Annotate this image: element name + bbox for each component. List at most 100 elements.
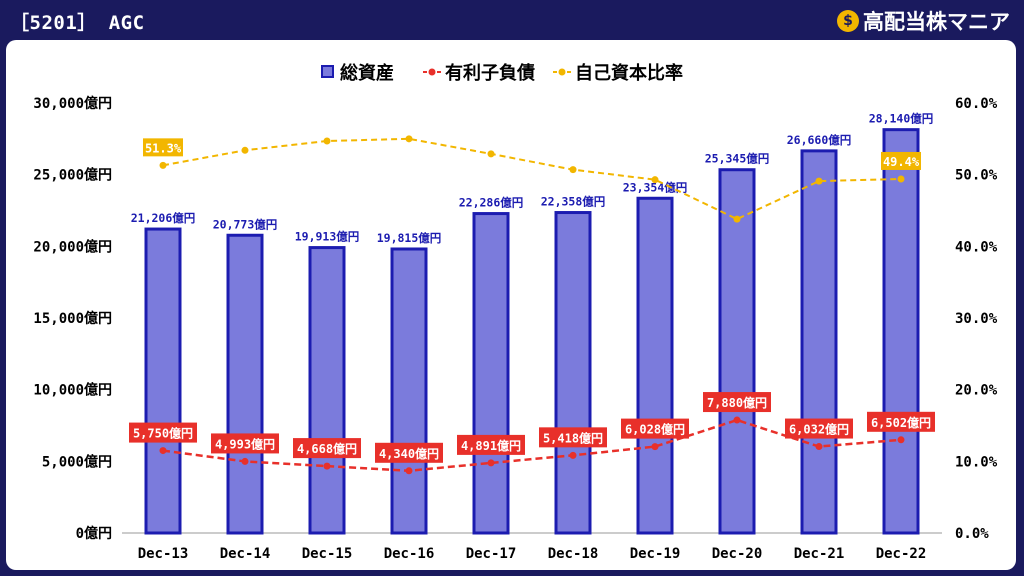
- brand: $ 高配当株マニア: [837, 6, 1010, 36]
- equity-ratio-point: [733, 215, 741, 223]
- equity-ratio-line: [162, 137, 902, 221]
- debt-point: [733, 416, 741, 424]
- equity-label-box: [143, 138, 183, 157]
- debt-data-label: 4,340億円: [379, 446, 439, 461]
- y-left-tick-label: 25,000億円: [33, 167, 112, 184]
- bar-total-assets: [144, 227, 182, 535]
- bar-total-assets: [800, 149, 838, 535]
- debt-point: [323, 462, 331, 470]
- legend-label: 自己資本比率: [575, 62, 683, 84]
- debt-label-box: [785, 418, 853, 439]
- equity-ratio-point: [159, 161, 167, 169]
- equity-ratio-point: [651, 176, 659, 184]
- debt-data-label: 6,502億円: [871, 415, 931, 430]
- equity-ratio-data-label: 49.4%: [883, 155, 920, 169]
- legend: 総資産 有利子負債 自己資本比率: [321, 62, 683, 84]
- debt-point: [569, 451, 577, 459]
- y-right-tick-label: 0.0%: [955, 526, 989, 542]
- debt-point: [159, 447, 167, 455]
- bar-data-label: 26,660億円: [787, 133, 852, 147]
- equity-ratio-point: [405, 135, 413, 143]
- header: ［5201］ AGC $ 高配当株マニア: [0, 0, 1024, 40]
- y-right-tick-label: 10.0%: [955, 454, 998, 470]
- x-tick-label: Dec-14: [220, 546, 271, 562]
- bar-total-assets: [226, 233, 264, 535]
- debt-point: [815, 443, 823, 451]
- bar-total-assets: [636, 196, 674, 535]
- bar-total-assets: [554, 211, 592, 535]
- y-right-tick-label: 20.0%: [955, 383, 998, 399]
- bar-total-assets: [472, 212, 510, 535]
- debt-label-box: [539, 427, 607, 448]
- x-tick-label: Dec-16: [384, 546, 435, 562]
- page-title: ［5201］ AGC: [10, 12, 145, 34]
- legend-swatch-bar: [321, 65, 334, 78]
- y-left-tick-label: 0億円: [76, 525, 112, 542]
- legend-swatch-marker: [428, 68, 436, 76]
- y-right-tick-label: 60.0%: [955, 96, 998, 112]
- debt-data-label: 6,032億円: [789, 422, 849, 437]
- equity-ratio-point: [897, 175, 905, 183]
- x-tick-label: Dec-21: [794, 546, 845, 562]
- equity-ratio-point: [815, 177, 823, 185]
- debt-data-label: 5,418億円: [543, 430, 603, 445]
- y-left-tick-label: 15,000億円: [33, 310, 112, 327]
- y-right-tick-label: 30.0%: [955, 311, 998, 327]
- debt-label-box: [129, 422, 197, 443]
- debt-label-box: [457, 434, 525, 455]
- y-left-tick-label: 30,000億円: [33, 95, 112, 112]
- y-left-tick-label: 10,000億円: [33, 382, 112, 399]
- debt-point: [897, 436, 905, 444]
- y-right-tick-label: 50.0%: [955, 168, 998, 184]
- bar-data-label: 19,913億円: [295, 230, 360, 244]
- equity-ratio-point: [241, 146, 249, 154]
- debt-data-label: 4,668億円: [297, 441, 357, 456]
- x-tick-label: Dec-13: [138, 546, 189, 562]
- legend-label: 総資産: [340, 62, 394, 84]
- bar-data-label: 20,773億円: [213, 217, 278, 231]
- x-tick-label: Dec-19: [630, 546, 681, 562]
- bar-data-label: 23,354億円: [623, 180, 688, 194]
- equity-ratio-point: [569, 166, 577, 174]
- bar-data-label: 28,140億円: [869, 112, 934, 126]
- bar-data-label: 22,286億円: [459, 196, 524, 210]
- legend-label: 有利子負債: [445, 62, 535, 84]
- debt-point: [405, 467, 413, 475]
- equity-ratio-data-label: 51.3%: [145, 141, 182, 155]
- debt-label-box: [211, 433, 279, 454]
- brand-name: 高配当株マニア: [863, 10, 1010, 34]
- x-tick-label: Dec-15: [302, 546, 353, 562]
- debt-label-box: [293, 438, 361, 459]
- debt-label-box: [375, 442, 443, 463]
- x-tick-label: Dec-18: [548, 546, 599, 562]
- bar-data-label: 22,358億円: [541, 195, 606, 209]
- y-left-tick-label: 5,000億円: [42, 453, 112, 470]
- debt-label-box: [703, 392, 771, 413]
- debt-data-label: 6,028億円: [625, 422, 685, 437]
- equity-label-box: [881, 151, 921, 170]
- bar-total-assets: [390, 247, 428, 535]
- bar-total-assets: [308, 246, 346, 535]
- equity-ratio-point: [323, 137, 331, 145]
- debt-data-label: 4,891億円: [461, 438, 521, 453]
- debt-point: [487, 459, 495, 467]
- debt-point: [241, 457, 249, 465]
- money-bag-icon: $: [837, 10, 859, 32]
- bar-data-label: 25,345億円: [705, 152, 770, 166]
- debt-data-label: 7,880億円: [707, 395, 767, 410]
- debt-label-box: [621, 418, 689, 439]
- bar-data-label: 19,815億円: [377, 231, 442, 245]
- debt-point: [651, 443, 659, 451]
- equity-ratio-point: [487, 150, 495, 158]
- bar-total-assets: [718, 168, 756, 535]
- debt-label-box: [867, 411, 935, 432]
- x-tick-label: Dec-17: [466, 546, 517, 562]
- y-right-tick-label: 40.0%: [955, 239, 998, 255]
- y-left-tick-label: 20,000億円: [33, 238, 112, 255]
- debt-data-label: 4,993億円: [215, 436, 275, 451]
- bar-data-label: 21,206億円: [131, 211, 196, 225]
- x-tick-label: Dec-22: [876, 546, 927, 562]
- debt-data-label: 5,750億円: [133, 426, 193, 441]
